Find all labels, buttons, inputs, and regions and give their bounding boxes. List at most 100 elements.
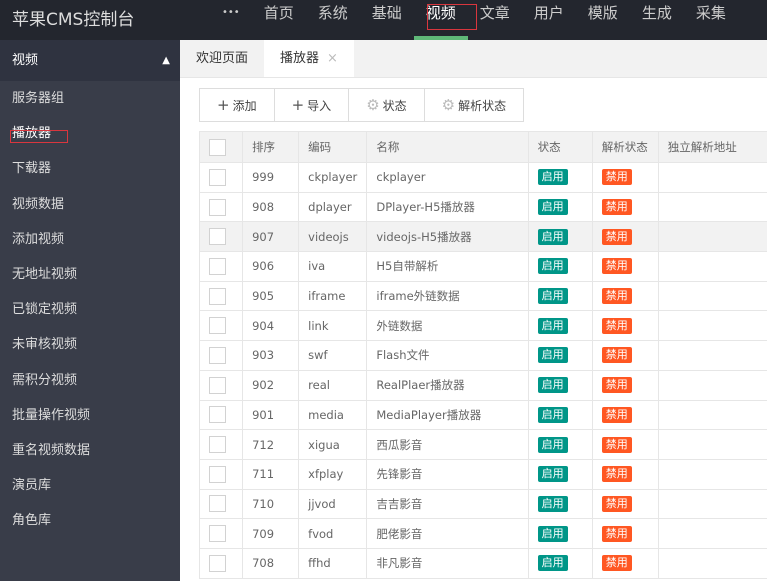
nav-item[interactable]: 用户 — [533, 4, 564, 22]
sort-cell: 710 — [242, 488, 300, 520]
row-checkbox-cell — [198, 369, 244, 401]
code-cell: videojs — [298, 221, 368, 253]
sidebar-item[interactable]: 角色库 — [12, 513, 52, 529]
close-icon[interactable]: × — [327, 51, 338, 66]
row-checkbox[interactable] — [209, 317, 226, 335]
table-row[interactable]: 908 dplayer DPlayer-H5播放器 启用 禁用 — [198, 191, 767, 223]
row-checkbox[interactable] — [209, 198, 226, 216]
status-badge[interactable]: 启用 — [537, 377, 568, 394]
table-row[interactable]: 902 real RealPlaer播放器 启用 禁用 — [198, 369, 767, 401]
table-row[interactable]: 712 xigua 西瓜影音 启用 禁用 — [198, 429, 767, 460]
nav-item[interactable]: 模版 — [587, 4, 618, 22]
table-row[interactable]: 708 ffhd 非凡影音 启用 禁用 — [198, 547, 767, 579]
sidebar-item[interactable]: 重名视频数据 — [12, 442, 91, 458]
nav-item[interactable]: 首页 — [263, 4, 294, 22]
status-badge[interactable]: 启用 — [537, 347, 568, 364]
import-button[interactable]: + 导入 — [274, 89, 350, 121]
row-checkbox[interactable] — [209, 376, 226, 394]
row-checkbox-cell — [198, 429, 244, 460]
sidebar-item[interactable]: 播放器 — [12, 126, 52, 142]
parse-status-badge[interactable]: 禁用 — [601, 436, 632, 453]
sidebar-item[interactable]: 下载器 — [12, 161, 52, 177]
sidebar-item[interactable]: 无地址视频 — [12, 266, 78, 282]
row-checkbox[interactable] — [209, 554, 226, 572]
row-checkbox[interactable] — [209, 436, 226, 454]
table-row[interactable]: 906 iva H5自带解析 启用 禁用 — [198, 251, 767, 282]
name-cell: 西瓜影音 — [366, 429, 529, 460]
row-checkbox[interactable] — [209, 287, 226, 305]
parse-status-badge[interactable]: 禁用 — [601, 406, 632, 423]
tab-welcome[interactable]: 欢迎页面 — [196, 51, 249, 66]
table-row[interactable]: 711 xfplay 先锋影音 启用 禁用 — [198, 458, 767, 490]
sidebar-item[interactable]: 服务器组 — [12, 91, 65, 106]
parse-status-badge[interactable]: 禁用 — [601, 169, 632, 186]
parse-status-badge[interactable]: 禁用 — [601, 228, 632, 245]
row-checkbox-cell — [198, 310, 244, 342]
nav-item[interactable]: 采集 — [695, 4, 726, 22]
parse-status-cell: 禁用 — [591, 369, 659, 401]
status-badge[interactable]: 启用 — [537, 555, 568, 572]
sidebar-item[interactable]: 添加视频 — [12, 231, 65, 247]
table-row[interactable]: 901 media MediaPlayer播放器 启用 禁用 — [198, 399, 767, 431]
parse-status-badge[interactable]: 禁用 — [601, 258, 632, 275]
status-badge[interactable]: 启用 — [537, 258, 568, 275]
nav-item[interactable]: 生成 — [641, 4, 672, 22]
row-checkbox[interactable] — [209, 525, 226, 543]
row-checkbox[interactable] — [209, 346, 226, 364]
table-row[interactable]: 905 iframe iframe外链数据 启用 禁用 — [198, 280, 767, 312]
status-badge[interactable]: 启用 — [537, 406, 568, 423]
nav-item[interactable]: 视频 — [413, 0, 468, 40]
parse-status-badge[interactable]: 禁用 — [601, 525, 632, 542]
status-button[interactable]: ⚙ 状态 — [349, 89, 425, 121]
parse-status-badge[interactable]: 禁用 — [601, 555, 632, 572]
sidebar-item[interactable]: 批量操作视频 — [12, 407, 91, 423]
table-row[interactable]: 709 fvod 肥佬影音 启用 禁用 — [198, 518, 767, 549]
sidebar-group-video[interactable]: 视频 ▲ — [0, 40, 180, 81]
code-cell: swf — [298, 340, 368, 371]
sidebar-item[interactable]: 已锁定视频 — [12, 302, 78, 318]
parse-status-badge[interactable]: 禁用 — [601, 199, 632, 216]
table-row[interactable]: 907 videojs videojs-H5播放器 启用 禁用 — [198, 221, 767, 253]
status-badge[interactable]: 启用 — [537, 199, 568, 216]
parse-status-badge[interactable]: 禁用 — [601, 347, 632, 364]
row-checkbox[interactable] — [209, 257, 226, 275]
row-checkbox[interactable] — [209, 228, 226, 246]
parse-status-cell: 禁用 — [591, 429, 659, 460]
status-badge[interactable]: 启用 — [537, 169, 568, 186]
tab-player[interactable]: 播放器 × — [264, 40, 355, 77]
name-cell: iframe外链数据 — [366, 280, 529, 312]
row-checkbox[interactable] — [209, 465, 226, 483]
row-checkbox[interactable] — [209, 495, 226, 513]
parse-status-button[interactable]: ⚙ 解析状态 — [424, 89, 524, 121]
table-row[interactable]: 903 swf Flash文件 启用 禁用 — [198, 340, 767, 371]
add-button[interactable]: + 添加 — [200, 89, 275, 121]
status-badge[interactable]: 启用 — [537, 317, 568, 334]
row-checkbox[interactable] — [209, 406, 226, 424]
row-checkbox[interactable] — [209, 168, 226, 186]
parse-status-badge[interactable]: 禁用 — [601, 466, 632, 483]
nav-item[interactable]: 系统 — [317, 4, 348, 22]
status-badge[interactable]: 启用 — [537, 525, 568, 542]
status-badge[interactable]: 启用 — [537, 436, 568, 453]
more-menu-icon[interactable]: ••• — [222, 7, 240, 18]
sidebar-item[interactable]: 未审核视频 — [12, 337, 78, 353]
status-badge[interactable]: 启用 — [537, 495, 568, 512]
status-cell: 启用 — [527, 162, 593, 193]
select-all-checkbox[interactable] — [209, 138, 226, 156]
status-badge[interactable]: 启用 — [537, 466, 568, 483]
sidebar-item[interactable]: 演员库 — [12, 478, 52, 494]
nav-item[interactable]: 文章 — [479, 4, 510, 22]
parse-status-badge[interactable]: 禁用 — [601, 377, 632, 394]
column-header: 独立解析地址 — [657, 131, 767, 163]
table-row[interactable]: 999 ckplayer ckplayer 启用 禁用 — [198, 162, 767, 193]
parse-status-badge[interactable]: 禁用 — [601, 317, 632, 334]
sidebar-item[interactable]: 视频数据 — [12, 196, 65, 212]
nav-item[interactable]: 基础 — [371, 4, 402, 22]
parse-status-badge[interactable]: 禁用 — [601, 495, 632, 512]
parse-status-badge[interactable]: 禁用 — [601, 288, 632, 305]
table-row[interactable]: 904 link 外链数据 启用 禁用 — [198, 310, 767, 342]
sidebar-item[interactable]: 需积分视频 — [12, 372, 78, 388]
status-badge[interactable]: 启用 — [537, 228, 568, 245]
status-badge[interactable]: 启用 — [537, 288, 568, 305]
table-row[interactable]: 710 jjvod 吉吉影音 启用 禁用 — [198, 488, 767, 520]
